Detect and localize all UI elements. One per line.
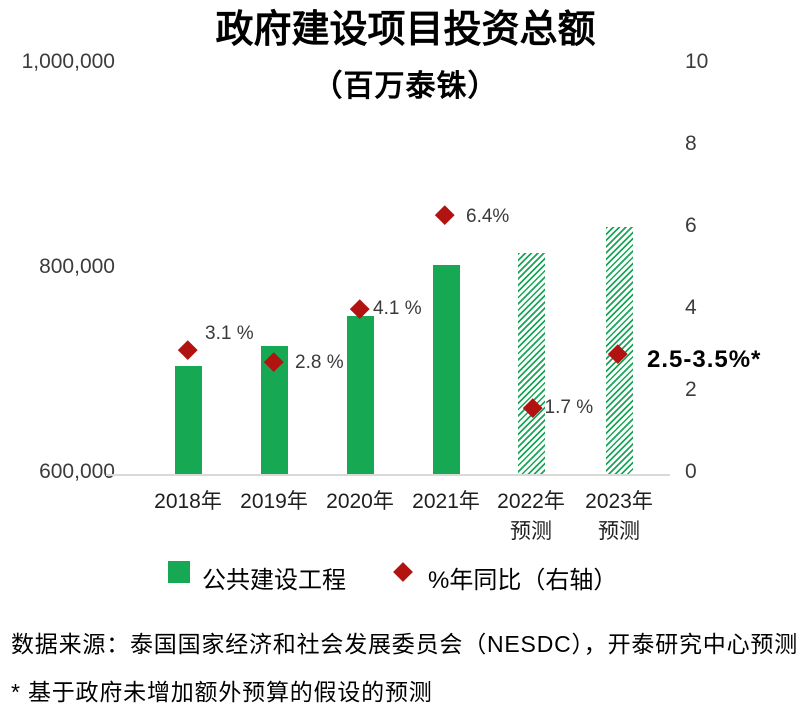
legend-marker-swatch-diamond-icon: [393, 562, 413, 582]
legend: 公共建设工程 %年同比（右轴）: [0, 560, 811, 594]
yoy-label: 3.1 %: [205, 322, 254, 344]
yoy-label: 2.8 %: [295, 352, 344, 374]
yoy-label: 2.5-3.5%*: [647, 346, 762, 373]
chart-title: 政府建设项目投资总额: [215, 9, 596, 51]
x-axis-label: 2021年: [412, 490, 480, 513]
yoy-label: 1.7 %: [544, 397, 594, 419]
x-axis-sublabel: 预测: [598, 520, 640, 543]
x-axis-label: 2018年: [154, 490, 222, 513]
bar-2021年: [432, 264, 460, 474]
chart-subtitle: （百万泰铢）: [312, 70, 499, 103]
x-axis-line: [106, 474, 670, 476]
bar-2018年: [174, 366, 202, 474]
yoy-label: 6.4%: [466, 205, 510, 227]
right-axis-tick: 8: [685, 132, 697, 155]
left-axis-tick: 800,000: [39, 255, 115, 278]
right-axis-tick: 2: [685, 378, 697, 401]
x-axis-label: 2022年: [497, 490, 565, 513]
x-axis-label: 2019年: [240, 490, 308, 513]
yoy-diamond-icon: [178, 340, 198, 360]
legend-bar-swatch: [168, 561, 190, 583]
right-axis-tick: 4: [685, 296, 697, 319]
bar-2020年: [346, 316, 374, 474]
right-axis-tick: 6: [685, 214, 697, 237]
x-axis-sublabel: 预测: [510, 520, 552, 543]
legend-marker-label: %年同比（右轴）: [428, 567, 618, 594]
source-note: 数据来源：泰国国家经济和社会发展委员会（NESDC），开泰研究中心预测: [11, 631, 799, 657]
yoy-label: 4.1 %: [373, 297, 422, 319]
x-axis-label: 2020年: [326, 490, 394, 513]
right-axis-tick: 0: [685, 460, 697, 483]
left-axis-tick: 1,000,000: [21, 50, 115, 73]
legend-bar-label: 公共建设工程: [202, 567, 346, 594]
assumption-note: * 基于政府未增加额外预算的假设的预测: [11, 679, 433, 705]
x-axis-label: 2023年: [585, 490, 653, 513]
yoy-diamond-icon: [435, 205, 455, 225]
right-axis-tick: 10: [685, 50, 709, 73]
bar-2022年: [517, 252, 545, 474]
left-axis-tick: 600,000: [39, 460, 115, 483]
